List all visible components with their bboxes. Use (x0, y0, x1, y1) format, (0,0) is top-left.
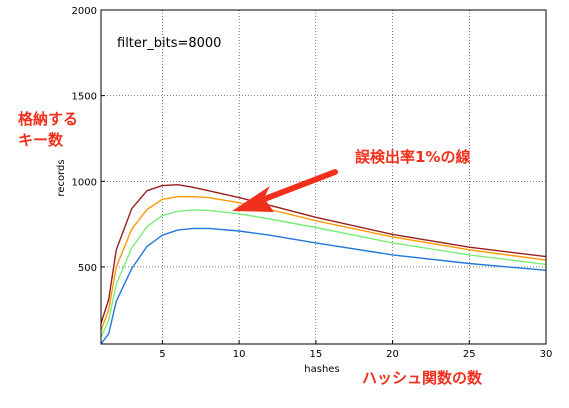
x-tick-label: 20 (386, 349, 399, 360)
plot-frame (100, 9, 547, 345)
y-axis-label: records (56, 159, 67, 196)
x-tick-label: 25 (463, 349, 476, 360)
y-ticks: 500 1000 1500 2000 (72, 6, 105, 274)
series-line-3 (100, 195, 547, 331)
series-lines (100, 183, 547, 345)
y-tick-label: 1500 (72, 92, 97, 103)
keys-note-line2: キー数 (18, 131, 64, 149)
chart-annotation: filter_bits=8000 (117, 36, 221, 51)
keys-note-line1: 格納する (18, 110, 78, 128)
annotation-arrow (232, 169, 338, 212)
fp-rate-note: 誤検出率1%の線 (355, 148, 470, 166)
series-line-2 (100, 209, 547, 338)
x-tick-label: 5 (159, 349, 165, 360)
y-tick-label: 2000 (72, 6, 97, 17)
x-ticks: 5 10 15 20 25 30 (159, 340, 552, 360)
y-tick-label: 500 (78, 263, 97, 274)
x-tick-label: 10 (233, 349, 246, 360)
series-line-1 (100, 227, 547, 345)
x-axis-label: hashes (304, 364, 339, 375)
series-line-4 (100, 183, 547, 324)
hash-count-note: ハッシュ関数の数 (362, 369, 483, 387)
x-tick-label: 30 (540, 349, 553, 360)
y-tick-label: 1000 (72, 177, 97, 188)
x-tick-label: 15 (309, 349, 322, 360)
